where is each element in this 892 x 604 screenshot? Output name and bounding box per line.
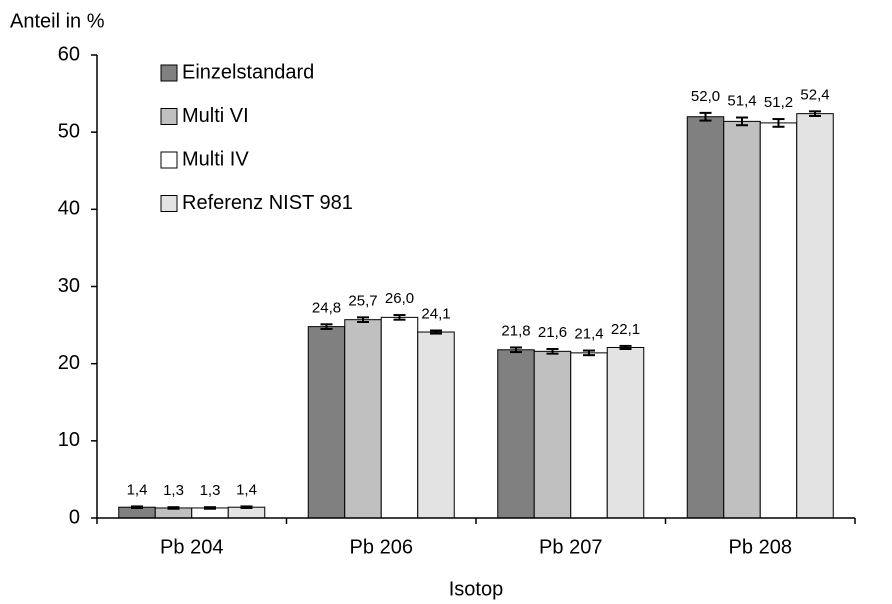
bar	[723, 120, 761, 519]
y-tick-label: 20	[58, 352, 80, 374]
legend-swatch	[160, 151, 178, 169]
value-label: 22,1	[611, 321, 640, 338]
value-label: 1,4	[236, 481, 257, 498]
legend-swatch	[160, 108, 178, 125]
value-label: 1,4	[127, 481, 148, 498]
y-tick-label: 30	[58, 275, 80, 297]
legend-label: Multi IV	[182, 148, 249, 170]
error-bar	[546, 348, 559, 355]
legend-label: Einzelstandard	[182, 61, 314, 83]
y-tick-label: 50	[58, 120, 80, 142]
bar	[686, 116, 725, 519]
x-tick-label: Pb 206	[350, 536, 413, 558]
x-tick-label: Pb 208	[729, 536, 792, 558]
error-bar	[393, 314, 406, 321]
value-label: 26,0	[385, 290, 414, 307]
error-bar	[583, 349, 595, 357]
error-bar	[240, 505, 253, 509]
error-bar	[167, 506, 180, 510]
error-bar	[699, 111, 712, 122]
x-tick-label: Pb 204	[160, 536, 223, 558]
error-bar	[320, 323, 333, 330]
value-label: 21,6	[538, 324, 567, 341]
bar	[533, 350, 572, 519]
legend-label: Referenz NIST 981	[182, 192, 353, 214]
bar	[759, 122, 798, 519]
value-label: 51,2	[764, 94, 793, 111]
y-tick-label: 40	[58, 198, 80, 220]
legend-label: Multi VI	[182, 105, 249, 127]
error-bar	[357, 316, 369, 323]
error-bar	[772, 118, 785, 128]
value-label: 1,3	[163, 482, 184, 499]
y-tick-label: 60	[58, 43, 80, 65]
value-label: 21,4	[574, 326, 603, 343]
bar	[796, 113, 834, 519]
y-axis-title: Anteil in %	[10, 10, 105, 32]
legend-swatch	[160, 195, 178, 212]
legend-swatch	[160, 64, 178, 82]
bar	[606, 346, 645, 519]
bar	[497, 349, 535, 519]
value-label: 51,4	[727, 92, 756, 109]
x-tick-label: Pb 207	[539, 536, 602, 558]
error-bar	[736, 116, 748, 127]
error-bar	[204, 506, 216, 510]
error-bar	[131, 505, 143, 509]
value-label: 52,0	[691, 88, 720, 105]
error-bar	[809, 110, 821, 117]
value-label: 25,7	[348, 292, 377, 309]
error-bar	[510, 346, 522, 354]
y-tick-label: 10	[58, 429, 80, 451]
bar	[307, 326, 346, 519]
error-bar	[430, 329, 442, 335]
value-label: 24,8	[312, 299, 341, 316]
x-axis-title: Isotop	[449, 578, 503, 600]
value-label: 21,8	[501, 322, 530, 339]
y-tick-label: 0	[69, 506, 80, 528]
bar	[417, 331, 455, 519]
error-bar	[619, 344, 632, 351]
value-label: 52,4	[800, 86, 829, 103]
bar	[344, 319, 382, 519]
bar	[570, 352, 608, 519]
value-label: 1,3	[200, 482, 221, 499]
value-label: 24,1	[421, 305, 450, 322]
bar	[380, 316, 419, 519]
